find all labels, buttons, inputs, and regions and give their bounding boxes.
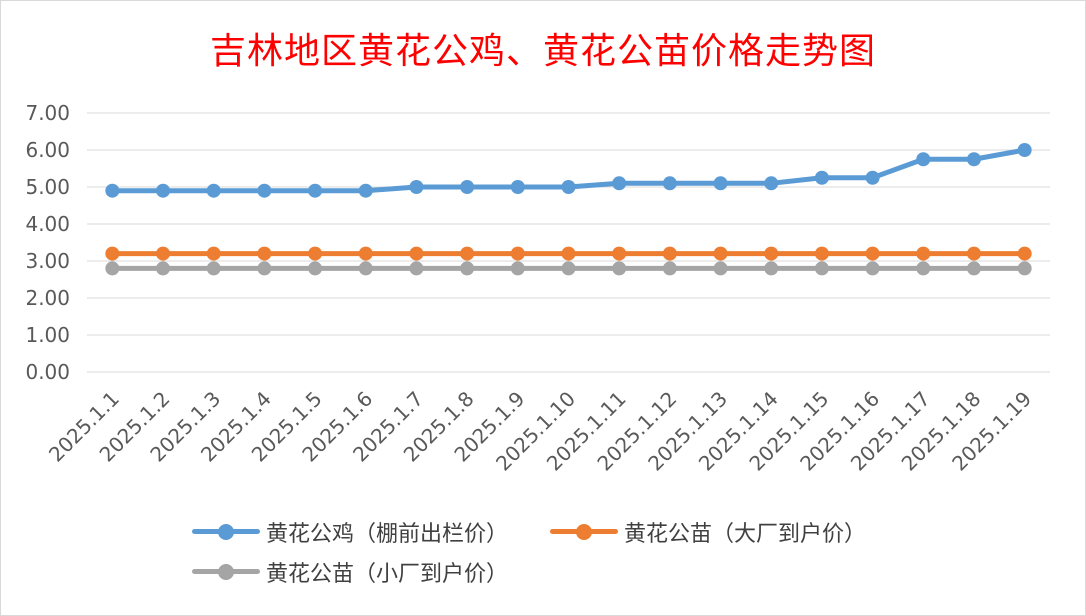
data-point-0-6 <box>409 180 424 194</box>
data-point-2-10 <box>612 261 627 276</box>
legend-swatch-chick-small <box>192 557 260 587</box>
data-point-1-16 <box>916 246 931 261</box>
data-point-1-14 <box>814 246 829 261</box>
series-2 <box>105 261 1032 276</box>
data-point-1-1 <box>156 246 171 261</box>
data-point-0-15 <box>865 170 880 185</box>
data-point-1-12 <box>713 246 728 261</box>
data-point-0-8 <box>510 180 525 194</box>
data-point-1-6 <box>409 246 424 261</box>
series-0 <box>105 143 1032 198</box>
data-point-2-0 <box>105 261 120 276</box>
y-tick-label-0: 0.00 <box>25 360 70 384</box>
y-tick-label-3: 3.00 <box>25 249 70 273</box>
data-point-2-4 <box>308 261 323 276</box>
data-point-2-13 <box>764 261 779 276</box>
data-point-2-15 <box>865 261 880 276</box>
data-point-1-4 <box>308 246 323 261</box>
legend-label-chick-large: 黄花公苗（大厂到户价） <box>624 522 867 547</box>
legend-swatch-chick-large <box>550 517 618 547</box>
data-point-2-7 <box>460 261 475 276</box>
data-point-1-11 <box>662 246 677 261</box>
data-point-2-18 <box>1017 261 1032 276</box>
data-point-2-12 <box>713 261 728 276</box>
data-point-1-10 <box>612 246 627 261</box>
legend-swatch-rooster <box>192 517 260 547</box>
legend-item-chick-small: 黄花公苗（小厂到户价） <box>192 556 508 588</box>
data-point-0-4 <box>308 183 323 198</box>
data-point-1-17 <box>966 246 981 261</box>
data-point-1-18 <box>1017 246 1032 261</box>
y-tick-label-6: 6.00 <box>25 138 70 162</box>
data-point-0-18 <box>1017 143 1032 157</box>
data-point-0-3 <box>257 183 272 198</box>
series-layer <box>105 143 1032 276</box>
data-point-2-1 <box>156 261 171 276</box>
data-point-0-1 <box>156 183 171 198</box>
data-point-1-2 <box>206 246 221 261</box>
y-tick-label-7: 7.00 <box>25 101 70 125</box>
data-point-2-17 <box>966 261 981 276</box>
y-tick-label-1: 1.00 <box>25 323 70 347</box>
data-point-2-5 <box>358 261 373 276</box>
data-point-2-16 <box>916 261 931 276</box>
data-point-0-2 <box>206 183 221 198</box>
data-point-0-17 <box>966 152 981 167</box>
data-point-1-8 <box>510 246 525 261</box>
data-point-0-12 <box>713 176 728 191</box>
data-point-1-9 <box>561 246 576 261</box>
data-point-0-9 <box>561 180 576 194</box>
data-point-2-8 <box>510 261 525 276</box>
x-axis-ticks: 2025.1.12025.1.22025.1.32025.1.42025.1.5… <box>44 387 1036 476</box>
data-point-0-16 <box>916 152 931 167</box>
legend-item-rooster: 黄花公鸡（棚前出栏价） <box>192 516 508 548</box>
data-point-0-11 <box>662 176 677 191</box>
data-point-0-7 <box>460 180 475 194</box>
data-point-1-5 <box>358 246 373 261</box>
data-point-1-7 <box>460 246 475 261</box>
data-point-2-14 <box>814 261 829 276</box>
data-point-0-0 <box>105 183 120 198</box>
data-point-2-9 <box>561 261 576 276</box>
chart-title: 吉林地区黄花公鸡、黄花公苗价格走势图 <box>209 31 876 72</box>
data-point-2-3 <box>257 261 272 276</box>
legend-item-chick-large: 黄花公苗（大厂到户价） <box>550 516 866 548</box>
data-point-2-2 <box>206 261 221 276</box>
series-1 <box>105 246 1032 261</box>
data-point-1-13 <box>764 246 779 261</box>
legend-label-chick-small: 黄花公苗（小厂到户价） <box>266 562 509 587</box>
data-point-0-14 <box>814 170 829 185</box>
y-axis-ticks: 0.00 1.00 2.00 3.00 4.00 5.00 6.00 7.00 <box>25 101 70 384</box>
legend-label-rooster: 黄花公鸡（棚前出栏价） <box>266 522 509 547</box>
data-point-0-5 <box>358 183 373 198</box>
y-tick-label-2: 2.00 <box>25 286 70 310</box>
data-point-2-6 <box>409 261 424 276</box>
grid-lines <box>87 112 1050 373</box>
data-point-0-10 <box>612 176 627 191</box>
data-point-0-13 <box>764 176 779 191</box>
y-tick-label-5: 5.00 <box>25 175 70 199</box>
data-point-1-3 <box>257 246 272 261</box>
data-point-1-15 <box>865 246 880 261</box>
data-point-1-0 <box>105 246 120 261</box>
data-point-2-11 <box>662 261 677 276</box>
y-tick-label-4: 4.00 <box>25 212 70 236</box>
